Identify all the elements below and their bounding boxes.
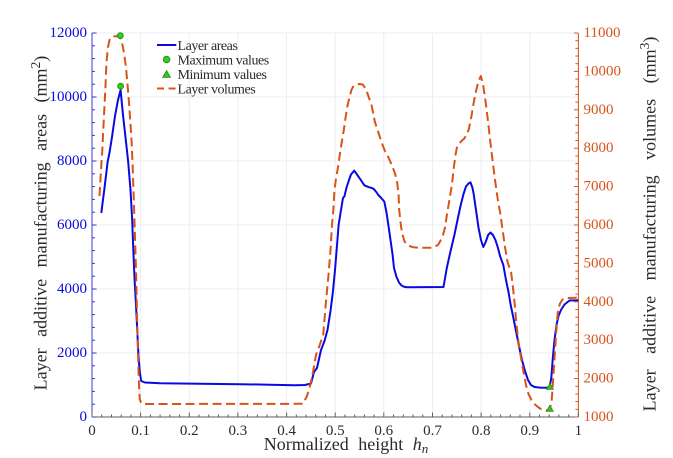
svg-text:2000: 2000 — [57, 345, 87, 361]
svg-text:6000: 6000 — [584, 217, 614, 233]
svg-text:10000: 10000 — [584, 63, 622, 79]
svg-text:Layer volumes: Layer volumes — [178, 83, 256, 98]
svg-text:Layer additive manufacturing a: Layer additive manufacturing areas (mm2) — [28, 56, 52, 391]
svg-text:8000: 8000 — [584, 140, 614, 156]
svg-text:Maximum values: Maximum values — [178, 54, 269, 69]
svg-text:Normalized height hn: Normalized height hn — [264, 434, 428, 456]
svg-text:0: 0 — [80, 409, 88, 425]
svg-text:11000: 11000 — [584, 25, 621, 41]
svg-text:7000: 7000 — [584, 179, 614, 195]
svg-text:4000: 4000 — [584, 294, 614, 310]
svg-text:0.9: 0.9 — [520, 423, 539, 439]
svg-text:0.1: 0.1 — [131, 423, 150, 439]
svg-text:Minimum values: Minimum values — [178, 68, 267, 83]
svg-text:0.7: 0.7 — [423, 423, 442, 439]
svg-text:0.8: 0.8 — [472, 423, 491, 439]
svg-text:12000: 12000 — [50, 25, 88, 41]
svg-text:8000: 8000 — [57, 153, 87, 169]
svg-text:9000: 9000 — [584, 102, 614, 118]
svg-text:0.3: 0.3 — [229, 423, 248, 439]
svg-text:3000: 3000 — [584, 332, 614, 348]
svg-text:0.6: 0.6 — [374, 423, 393, 439]
svg-text:Layer additive manufacturing: Layer additive manufacturing volumes (mm… — [637, 37, 661, 412]
svg-text:0: 0 — [88, 423, 96, 439]
svg-text:5000: 5000 — [584, 255, 614, 271]
svg-text:1: 1 — [575, 423, 583, 439]
svg-text:Layer areas: Layer areas — [178, 39, 238, 54]
svg-text:10000: 10000 — [50, 89, 88, 105]
svg-text:0.5: 0.5 — [326, 423, 345, 439]
svg-text:4000: 4000 — [57, 281, 87, 297]
svg-text:0.4: 0.4 — [277, 423, 296, 439]
svg-text:6000: 6000 — [57, 217, 87, 233]
svg-text:0.2: 0.2 — [180, 423, 199, 439]
svg-text:2000: 2000 — [584, 371, 614, 387]
svg-text:1000: 1000 — [584, 409, 614, 425]
